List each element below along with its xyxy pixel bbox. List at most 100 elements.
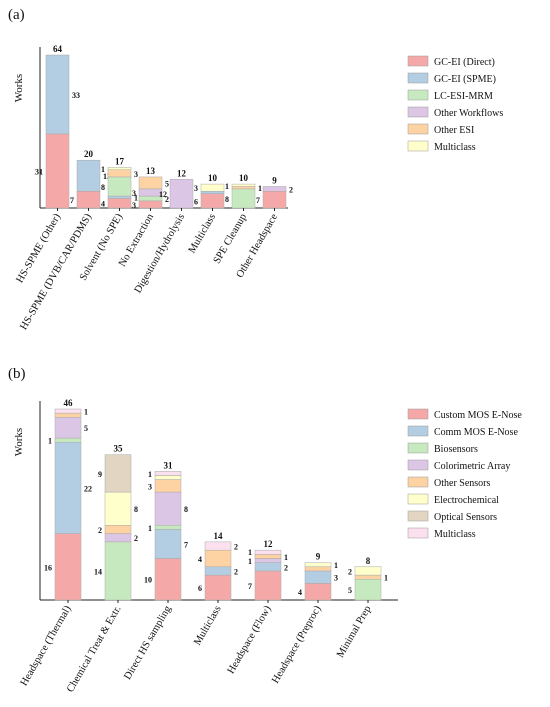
segment-label: 7 (248, 582, 252, 591)
bar-segment (54, 412, 82, 418)
segment-label: 3 (334, 574, 338, 583)
bar-total-label: 9 (316, 552, 321, 562)
segment-label: 1 (134, 194, 138, 203)
bar-segment (254, 549, 282, 555)
bar-segment (107, 198, 132, 209)
segment-label: 1 (384, 574, 388, 583)
legend-swatch (407, 89, 429, 101)
segment-label: 1 (248, 548, 252, 557)
bar-segment (304, 570, 332, 584)
segment-label: 1 (148, 524, 152, 533)
x-tick-label: Minimal Prep (335, 604, 374, 660)
segment-label: 1 (84, 408, 88, 417)
bar-segment (104, 525, 132, 534)
bar-segment (154, 558, 182, 601)
bar-segment (262, 186, 287, 192)
segment-label: 1 (248, 557, 252, 566)
legend-swatch (407, 106, 429, 118)
segment-label: 31 (35, 167, 43, 176)
segment-label: 1 (225, 182, 229, 191)
legend-swatch (407, 140, 429, 152)
segment-label: 5 (348, 586, 352, 595)
segment-label: 13 (103, 172, 111, 181)
legend-swatch (407, 425, 429, 437)
segment-label: 2 (289, 185, 293, 194)
bar-total-label: 8 (366, 556, 371, 566)
bar-segment (231, 188, 256, 209)
legend-entry: GC-EI (SPME) (434, 74, 496, 85)
bar-segment (354, 578, 382, 601)
bar-total-label: 10 (208, 173, 218, 183)
legend-swatch (407, 55, 429, 67)
bar-total-label: 9 (272, 175, 277, 185)
segment-label: 2 (234, 543, 238, 552)
legend-entry: Other ESI (434, 125, 474, 136)
segment-label: 33 (72, 91, 80, 100)
segment-label: 2 (348, 567, 352, 576)
bar-segment (138, 200, 163, 209)
bar-total-label: 12 (264, 539, 274, 549)
bar-segment (304, 583, 332, 601)
bar-segment (254, 558, 282, 563)
segment-label: 2 (134, 534, 138, 543)
bar-segment (304, 566, 332, 572)
bar-segment (104, 541, 132, 601)
bar-segment (104, 533, 132, 543)
segment-label: 2 (284, 563, 288, 572)
segment-label: 8 (184, 505, 188, 514)
segment-label: 5 (84, 424, 88, 433)
bar-segment (154, 491, 182, 526)
y-axis-label: Works (13, 428, 25, 456)
segment-label: 22 (84, 484, 92, 493)
legend-swatch (407, 123, 429, 135)
legend-entry: Biosensors (434, 444, 478, 455)
segment-label: 2 (98, 526, 102, 535)
segment-label: 8 (134, 505, 138, 514)
bar-segment (154, 479, 182, 493)
legend-entry: Colorimetric Array (434, 461, 510, 472)
bar-total-label: 20 (84, 149, 94, 159)
legend-swatch (407, 459, 429, 471)
bar-segment (354, 574, 382, 580)
legend-swatch (407, 510, 429, 522)
bar-segment (45, 133, 70, 209)
segment-label: 16 (44, 563, 52, 572)
legend-entry: Optical Sensors (434, 512, 497, 523)
bar-segment (107, 195, 132, 199)
legend-entry: Electrochemical (434, 495, 499, 506)
segment-label: 4 (101, 200, 105, 209)
bar-segment (262, 191, 287, 209)
legend-entry: LC-ESI-MRM (434, 91, 493, 102)
legend-entry: GC-EI (Direct) (434, 57, 495, 68)
segment-label: 3 (132, 189, 136, 198)
bar-total-label: 35 (114, 444, 124, 454)
segment-label: 12 (159, 190, 167, 199)
bar-segment (231, 186, 256, 190)
segment-label: 4 (198, 555, 202, 564)
segment-label: 7 (256, 196, 260, 205)
segment-label: 7 (70, 196, 74, 205)
bar-total-label: 64 (53, 44, 63, 54)
segment-label: 1 (48, 437, 52, 446)
legend: Custom MOS E-Nose Comm MOS E-Nose Biosenso… (407, 408, 522, 540)
legend-entry: Custom MOS E-Nose (434, 410, 522, 421)
legend-entry: Comm MOS E-Nose (434, 427, 518, 438)
legend-entry: Multiclass (434, 142, 476, 153)
segment-label: 1 (284, 553, 288, 562)
legend-entry: Other Sensors (434, 478, 490, 489)
segment-label: 10 (144, 576, 152, 585)
panel-label: (b) (8, 366, 26, 382)
segment-label: 1 (334, 561, 338, 570)
bar-total-label: 12 (177, 168, 187, 178)
bar-segment (154, 525, 182, 530)
x-tick-label: Headspace (Thermal) (19, 604, 74, 688)
legend-swatch (407, 476, 429, 488)
x-tick-label: Multiclass (187, 212, 218, 255)
panel-label: (a) (8, 7, 25, 23)
bar-segment (54, 533, 82, 601)
bar-segment (304, 562, 332, 568)
legend-swatch (407, 493, 429, 505)
bar-segment (76, 159, 101, 192)
